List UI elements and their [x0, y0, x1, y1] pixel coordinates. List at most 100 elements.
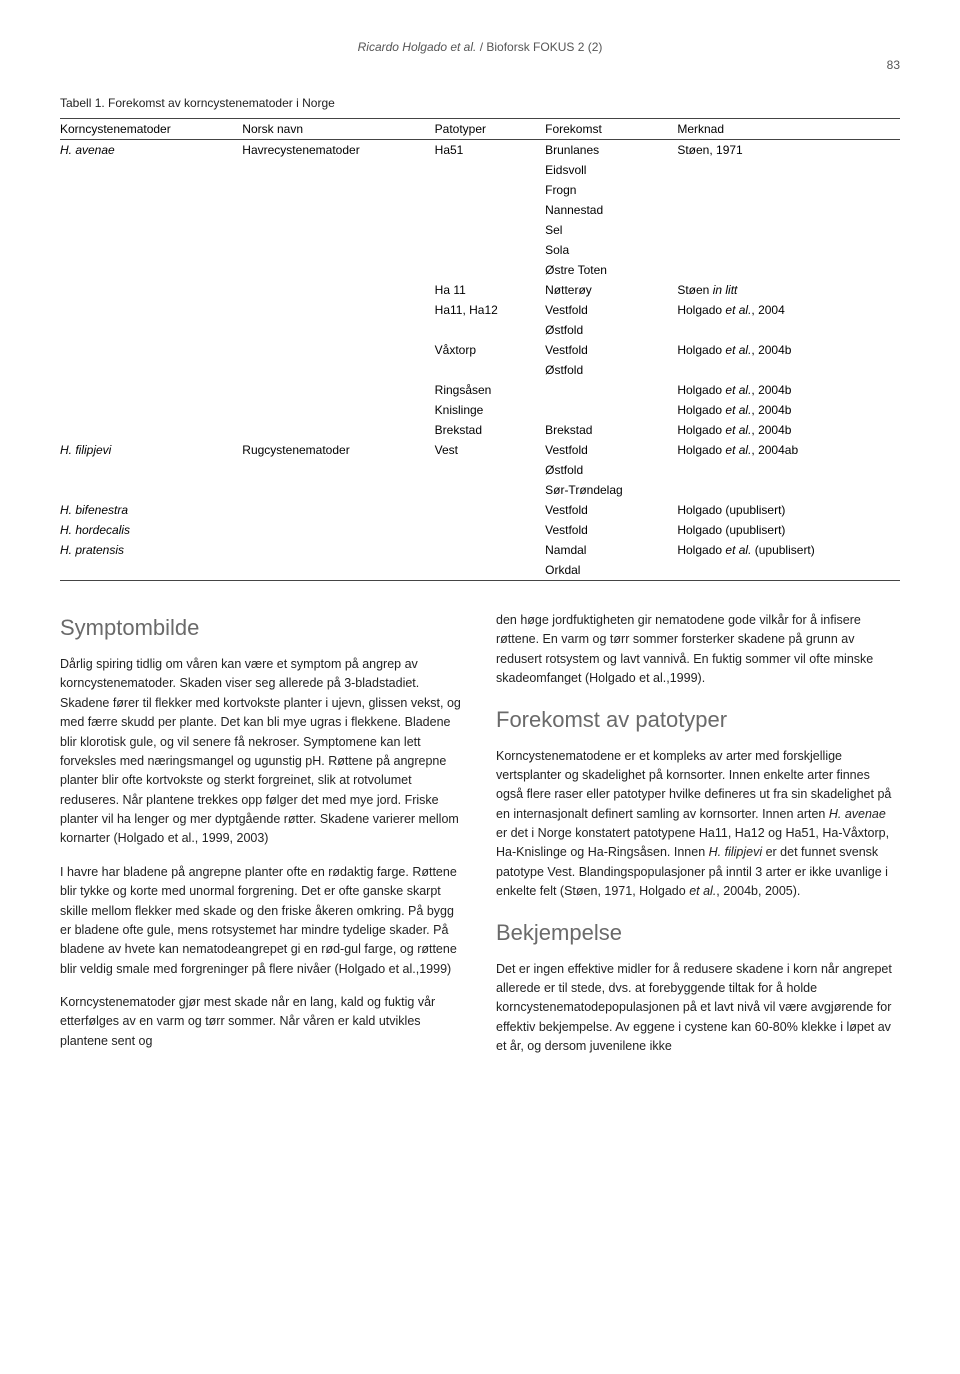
table-cell: Østfold — [545, 460, 677, 480]
table-cell — [677, 160, 900, 180]
table-row: Knislinge Holgado et al., 2004b — [60, 400, 900, 420]
table-cell — [677, 260, 900, 280]
table-cell: Holgado et al., 2004b — [677, 400, 900, 420]
table-cell — [435, 160, 545, 180]
table-cell — [60, 360, 242, 380]
table-cell — [545, 400, 677, 420]
para: Det er ingen effektive midler for å redu… — [496, 960, 900, 1057]
table-cell — [60, 320, 242, 340]
table-row: Ha11, Ha12VestfoldHolgado et al., 2004 — [60, 300, 900, 320]
table-row: H. avenaeHavrecystenematoderHa51Brunlane… — [60, 140, 900, 161]
table-cell — [242, 340, 434, 360]
table-cell: Knislinge — [435, 400, 545, 420]
table-row: Sør-Trøndelag — [60, 480, 900, 500]
table-cell: Havrecystenematoder — [242, 140, 434, 161]
table-cell — [60, 460, 242, 480]
heading-forekomst: Forekomst av patotyper — [496, 703, 900, 737]
table-row: Østfold — [60, 360, 900, 380]
table-cell: Østfold — [545, 320, 677, 340]
table-cell — [677, 240, 900, 260]
table-cell: Holgado et al., 2004ab — [677, 440, 900, 460]
table-cell: Frogn — [545, 180, 677, 200]
table-cell — [60, 260, 242, 280]
table-cell: H. bifenestra — [60, 500, 242, 520]
para: Dårlig spiring tidlig om våren kan være … — [60, 655, 464, 849]
table-cell: Østfold — [545, 360, 677, 380]
table-cell — [677, 180, 900, 200]
table-cell — [242, 280, 434, 300]
table-row: Nannestad — [60, 200, 900, 220]
table-row: H. hordecalisVestfoldHolgado (upublisert… — [60, 520, 900, 540]
table-row: H. pratensisNamdalHolgado et al. (upubli… — [60, 540, 900, 560]
para: Korncystenematoder gjør mest skade når e… — [60, 993, 464, 1051]
table-cell — [242, 180, 434, 200]
table-row: Orkdal — [60, 560, 900, 581]
table-cell: Holgado (upublisert) — [677, 500, 900, 520]
table-cell: H. filipjevi — [60, 440, 242, 460]
table-row: Østfold — [60, 320, 900, 340]
table-cell — [242, 220, 434, 240]
table-cell — [242, 260, 434, 280]
page-number: 83 — [60, 58, 900, 72]
table-cell — [242, 560, 434, 581]
table-cell: Nøtterøy — [545, 280, 677, 300]
table-cell — [242, 320, 434, 340]
table-cell — [435, 460, 545, 480]
table-cell: Orkdal — [545, 560, 677, 581]
table-header: Korncystenematoder — [60, 119, 242, 140]
table-cell — [677, 460, 900, 480]
table-cell: Brunlanes — [545, 140, 677, 161]
occurrence-table: KorncystenematoderNorsk navnPatotyperFor… — [60, 118, 900, 581]
table-cell — [60, 160, 242, 180]
table-cell — [242, 520, 434, 540]
table-cell — [242, 380, 434, 400]
table-cell: Rugcystenematoder — [242, 440, 434, 460]
table-cell — [677, 360, 900, 380]
table-cell — [677, 560, 900, 581]
table-cell — [435, 560, 545, 581]
table-row: BrekstadBrekstadHolgado et al., 2004b — [60, 420, 900, 440]
table-cell — [435, 240, 545, 260]
table-cell — [60, 220, 242, 240]
table-cell — [242, 360, 434, 380]
table-cell: Vestfold — [545, 340, 677, 360]
table-row: Frogn — [60, 180, 900, 200]
table-cell — [435, 200, 545, 220]
table-cell — [435, 540, 545, 560]
table-cell: Brekstad — [545, 420, 677, 440]
table-cell: Ha 11 — [435, 280, 545, 300]
table-cell: Vest — [435, 440, 545, 460]
header-author: Ricardo Holgado et al. — [358, 40, 477, 54]
table-cell: Østre Toten — [545, 260, 677, 280]
table-cell: Holgado et al. (upublisert) — [677, 540, 900, 560]
table-cell: Namdal — [545, 540, 677, 560]
table-cell: Holgado et al., 2004 — [677, 300, 900, 320]
table-cell: Ringsåsen — [435, 380, 545, 400]
table-row: RingsåsenHolgado et al., 2004b — [60, 380, 900, 400]
table-cell — [242, 460, 434, 480]
table-cell — [60, 180, 242, 200]
table-cell — [242, 420, 434, 440]
para: den høge jordfuktigheten gir nematodene … — [496, 611, 900, 689]
table-cell — [60, 300, 242, 320]
table-cell: Holgado et al., 2004b — [677, 420, 900, 440]
table-cell — [242, 160, 434, 180]
table-cell — [60, 380, 242, 400]
table-cell: Sola — [545, 240, 677, 260]
running-head: Ricardo Holgado et al. / Bioforsk FOKUS … — [60, 40, 900, 54]
table-cell: H. hordecalis — [60, 520, 242, 540]
table-row: VåxtorpVestfoldHolgado et al., 2004b — [60, 340, 900, 360]
table-cell: Vestfold — [545, 440, 677, 460]
table-cell — [435, 520, 545, 540]
table-cell — [677, 320, 900, 340]
table-header: Patotyper — [435, 119, 545, 140]
para: Korncystenematodene er et kompleks av ar… — [496, 747, 900, 902]
table-cell: Eidsvoll — [545, 160, 677, 180]
table-cell — [242, 300, 434, 320]
table-cell: Sel — [545, 220, 677, 240]
table-cell — [435, 500, 545, 520]
table-row: Sel — [60, 220, 900, 240]
table-cell — [60, 400, 242, 420]
table-cell: Vestfold — [545, 520, 677, 540]
table-cell — [435, 360, 545, 380]
